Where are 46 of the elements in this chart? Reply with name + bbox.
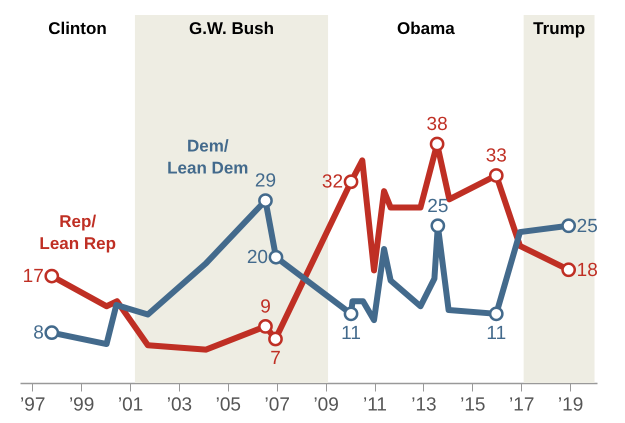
point (44, 268, 60, 284)
x-tick-label: ’01 (118, 394, 144, 416)
x-tick-label: ’05 (216, 394, 241, 416)
data-label: 11 (486, 322, 506, 344)
data-label: 20 (246, 247, 268, 268)
data-label: 7 (270, 348, 281, 369)
point (268, 332, 283, 346)
data-label: 8 (33, 322, 44, 344)
point (488, 306, 504, 322)
band-label: Trump (533, 19, 586, 38)
x-tick-label: ’97 (20, 394, 46, 416)
x-tick-label: ’19 (558, 394, 584, 416)
data-label: 17 (22, 266, 44, 288)
series-label: Dem/ Lean Dem (167, 136, 248, 178)
data-label: 29 (254, 170, 276, 192)
point (344, 306, 358, 322)
point (258, 193, 273, 208)
band-label: G.W. Bush (188, 19, 274, 38)
x-tick-label: ’99 (68, 394, 94, 416)
data-label: 33 (486, 145, 507, 166)
text: Clinton (48, 19, 107, 38)
point (344, 174, 358, 190)
x-tick-label: ’03 (166, 394, 192, 416)
x-tick-label: ’13 (411, 394, 437, 416)
point (258, 319, 273, 334)
x-tick-label: ’09 (313, 394, 339, 416)
x-tick-label: ’15 (460, 394, 486, 416)
data-label: 25 (576, 216, 598, 237)
data-label: 38 (426, 114, 448, 135)
data-label: 9 (260, 296, 271, 318)
point (268, 250, 284, 265)
point (561, 218, 576, 234)
x-tick-label: ’07 (264, 394, 290, 416)
point (430, 218, 446, 234)
data-label: 18 (576, 260, 598, 281)
point (430, 136, 444, 152)
data-label: 32 (322, 172, 344, 193)
data-label: 25 (427, 196, 448, 217)
x-tick-label: ’17 (509, 394, 534, 416)
text: Obama (397, 19, 456, 38)
x-tick-label: ’11 (363, 394, 387, 416)
series-label: Rep/ Lean Rep (39, 212, 116, 254)
point (561, 262, 576, 278)
point (488, 168, 504, 183)
point (44, 325, 60, 340)
data-label: 11 (341, 322, 361, 344)
